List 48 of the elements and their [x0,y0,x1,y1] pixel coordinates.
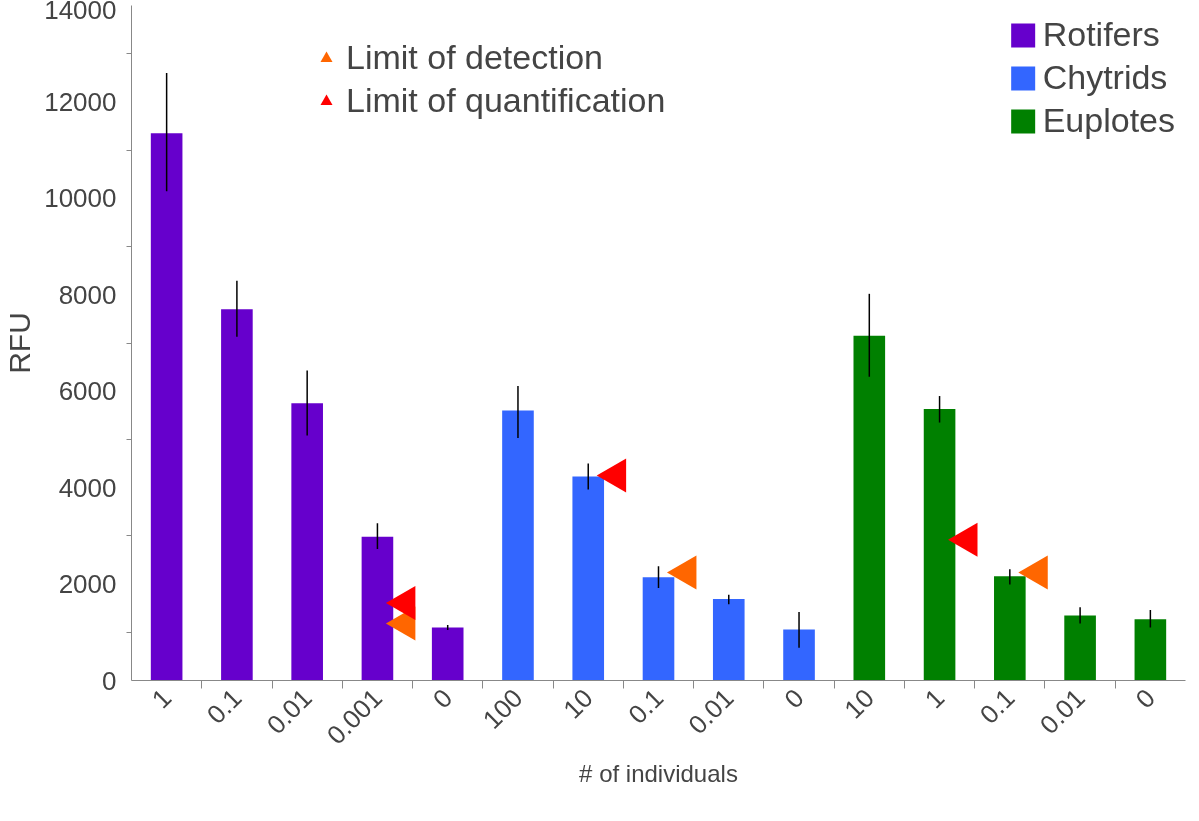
y-tick-label: 6000 [58,376,117,407]
y-tick-label: 12000 [44,86,117,117]
x-tick-label: 0.01 [682,682,740,740]
x-tick-label: 0.1 [200,682,248,730]
x-tick-label: 0 [426,682,459,715]
x-tick-label: 0.01 [1033,682,1091,740]
bar [1134,619,1167,681]
y-tick-label: 8000 [58,279,117,310]
x-tick-label: 0.1 [973,682,1021,730]
y-axis-title: RFU [3,312,37,374]
bar [502,410,534,681]
bar [783,629,815,681]
bar [1064,615,1096,681]
bar [853,335,886,681]
bar [572,476,605,681]
y-tick-label: 14000 [44,0,117,25]
x-tick-label: 0.1 [622,682,670,730]
bar [150,133,183,681]
y-tick-label: 4000 [58,472,117,503]
legend-label: Rotifers [1042,15,1160,54]
bar [291,403,323,681]
bar [221,309,253,681]
bar [994,576,1026,681]
y-tick-label: 10000 [44,183,117,214]
point [666,555,697,590]
x-tick-label: 100 [476,682,529,735]
point [596,458,627,493]
y-tick-label: 2000 [58,569,117,600]
point [1018,555,1048,590]
bar [923,409,956,681]
x-tick-label: 0.01 [260,682,318,740]
x-tick-label: 1 [918,682,951,715]
x-tick-label: 0 [1129,682,1161,715]
x-tick-label: 10 [838,682,880,725]
bar [712,599,745,681]
x-axis-title: # of individuals [579,760,738,788]
legend-label: Euplotes [1042,101,1175,140]
x-tick-label: 0 [778,682,810,715]
x-tick-label: 1 [145,682,178,715]
bar [431,627,464,681]
x-tick-label: 10 [557,682,599,725]
bar [361,536,394,681]
legend-label: Chytrids [1042,58,1168,97]
point [948,522,978,557]
point [385,585,416,620]
bar [642,577,675,681]
legend-label: Limit of detection [346,38,604,77]
legend-label: Limit of quantification [346,81,666,120]
